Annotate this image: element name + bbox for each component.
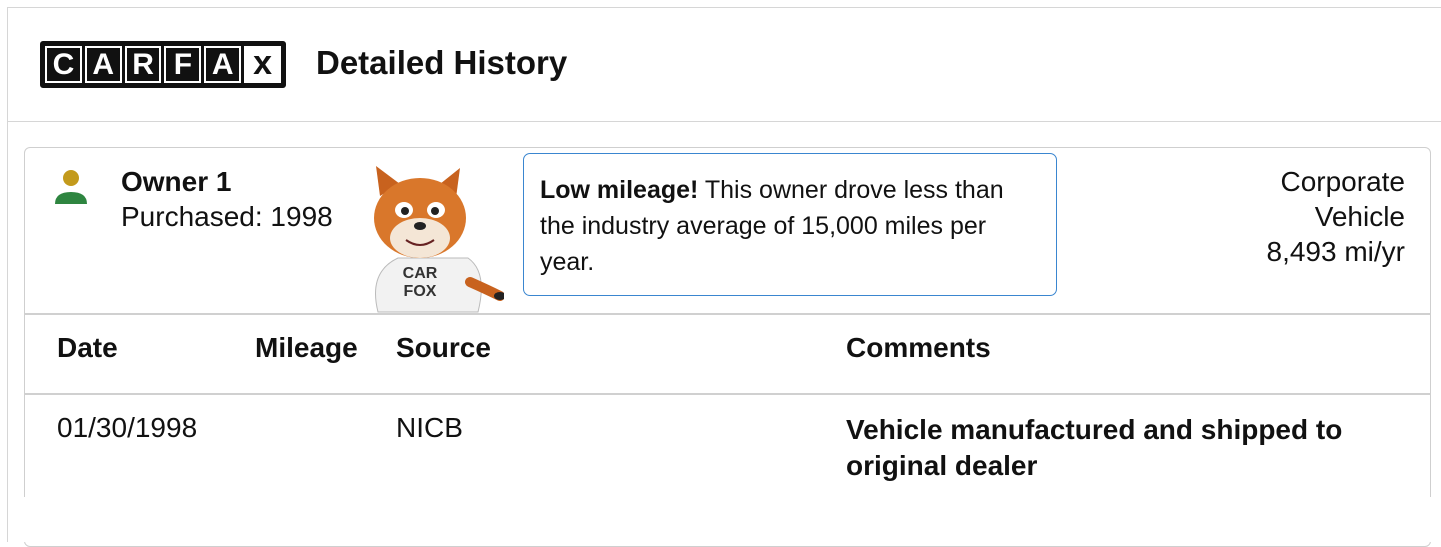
divider [24,393,1431,395]
owner-type: Corporate Vehicle [1205,164,1405,234]
logo-letter: A [204,46,241,83]
callout: Low mileage! This owner drove less than … [523,153,1057,296]
cell-source: NICB [396,412,463,444]
divider [24,313,1431,315]
column-header: Date [57,332,118,364]
column-header: Mileage [255,332,358,364]
owner-icon [52,168,92,208]
shirt-text: FOX [404,283,437,300]
divider [7,121,1441,122]
callout-emphasis: Low mileage! [540,176,698,204]
frame-edge [7,497,8,542]
cell-date: 01/30/1998 [57,412,197,444]
logo-letter: x [244,46,281,83]
logo-letter: F [164,46,201,83]
page-title: Detailed History [316,44,567,82]
owner-name: Owner 1 [121,166,231,198]
logo-letter: A [85,46,122,83]
logo-letter: R [125,46,162,83]
column-header: Comments [846,332,991,364]
page: C A R F A x Detailed History Owner 1 Pur… [0,0,1441,542]
mascot: CAR FOX [358,162,504,314]
cell-comments: Vehicle manufactured and shipped to orig… [846,412,1406,484]
fade [0,497,1441,542]
purchase-date: Purchased: 1998 [121,201,333,233]
column-header: Source [396,332,491,364]
owner-summary: Corporate Vehicle 8,493 mi/yr [1205,164,1405,269]
logo-letter: C [45,46,82,83]
logo[interactable]: C A R F A x [40,41,286,88]
mileage-rate: 8,493 mi/yr [1205,234,1405,269]
shirt-text: CAR [403,265,438,282]
